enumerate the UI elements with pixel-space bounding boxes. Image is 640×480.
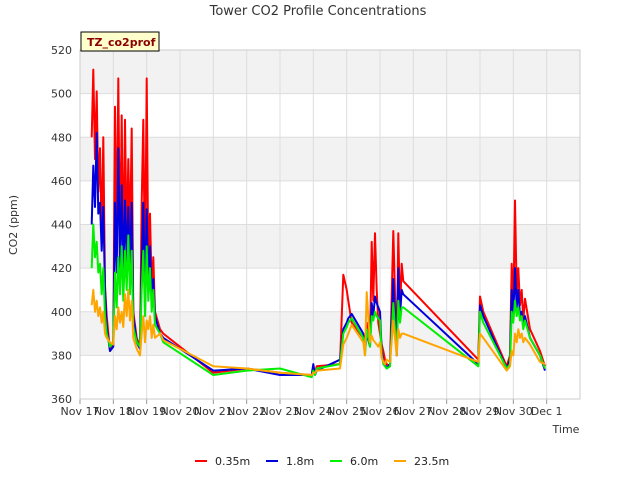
y-axis-title: CO2 (ppm)	[7, 195, 20, 255]
x-tick-label: Nov 30	[494, 405, 533, 418]
chart-title: Tower CO2 Profile Concentrations	[209, 4, 427, 19]
legend-label-6.0m: 6.0m	[350, 455, 378, 468]
legend-label-23.5m: 23.5m	[414, 455, 449, 468]
x-tick-label: Nov 29	[461, 405, 500, 418]
badge-box	[80, 31, 160, 52]
y-tick-label: 500	[51, 88, 72, 101]
x-tick-label: Nov 25	[327, 405, 366, 418]
x-tick-label: Nov 18	[94, 405, 133, 418]
y-tick-label: 520	[51, 44, 72, 57]
x-tick-label: Nov 27	[394, 405, 433, 418]
legend-label-0.35m: 0.35m	[215, 455, 250, 468]
y-tick-label: 400	[51, 306, 72, 319]
legend: 0.35m 1.8m 6.0m 23.5m	[195, 455, 449, 468]
x-tick-label: Nov 20	[161, 405, 200, 418]
y-tick-label: 440	[51, 219, 72, 232]
plot-band	[80, 137, 580, 181]
series-line-1.8m	[90, 131, 546, 376]
x-axis-title: Time	[552, 423, 580, 436]
x-tick-label: Nov 17	[61, 405, 100, 418]
y-tick-label: 480	[51, 131, 72, 144]
series-line-6.0m	[90, 223, 546, 379]
plot-frame	[79, 49, 581, 400]
x-tick-label: Nov 22	[227, 405, 266, 418]
y-tick-label: 460	[51, 175, 72, 188]
series-lines	[90, 68, 546, 379]
x-tick-label: Nov 28	[427, 405, 466, 418]
x-tick-label: Nov 19	[127, 405, 166, 418]
y-tick-label: 420	[51, 262, 72, 275]
y-tick-label: 380	[51, 349, 72, 362]
plot-band	[80, 224, 580, 269]
x-tick-label: Dec 1	[531, 405, 563, 418]
x-tick-label: Nov 24	[294, 405, 333, 418]
x-tick-label: Nov 23	[261, 405, 300, 418]
series-line-23.5m	[90, 288, 546, 376]
badge-text: TZ_co2prof	[87, 36, 156, 49]
x-tick-label: Nov 26	[361, 405, 400, 418]
series-badge: TZ_co2prof	[80, 31, 160, 52]
y-tick-label: 360	[51, 393, 72, 406]
plot-band	[80, 50, 580, 94]
x-tick-label: Nov 21	[194, 405, 233, 418]
legend-label-1.8m: 1.8m	[286, 455, 314, 468]
